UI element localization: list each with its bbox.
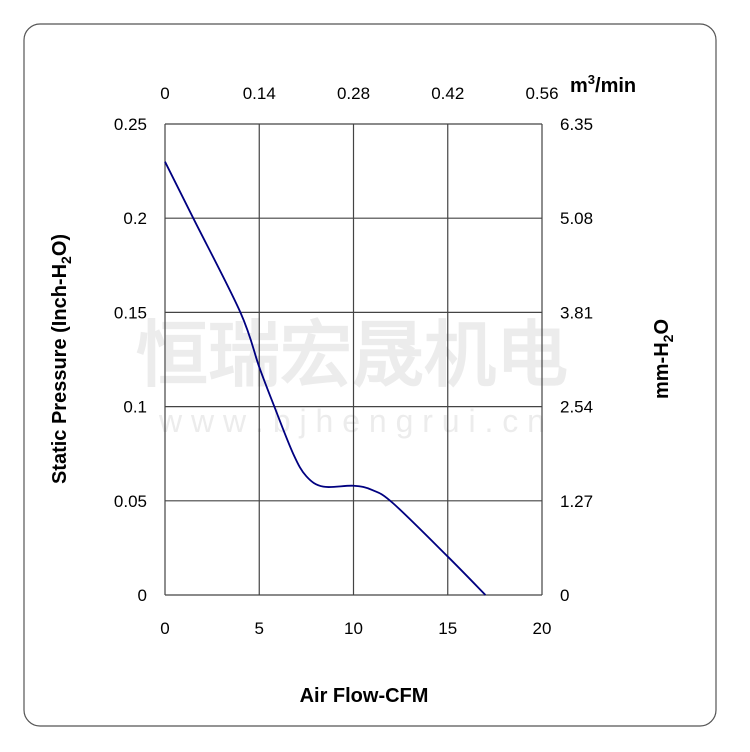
y-right-tick-label: 0 <box>560 586 569 605</box>
watermark-url: w w w . b j h e n g r u i . c n <box>158 403 545 439</box>
card-border <box>23 23 717 727</box>
x-tick-label: 10 <box>344 619 363 638</box>
x-tick-label: 15 <box>438 619 457 638</box>
y-right-tick-label: 1.27 <box>560 492 593 511</box>
x-tick-label: 20 <box>533 619 552 638</box>
series-line <box>164 161 487 596</box>
x-axis-label: Air Flow-CFM <box>300 685 429 707</box>
watermark-text: 恒瑞宏晟机电 <box>136 316 568 396</box>
x-top-axis-label: m3/min <box>570 72 636 97</box>
y-tick-label: 0.05 <box>114 492 147 511</box>
x-top-tick-label: 0.28 <box>337 84 370 103</box>
x-top-tick-label: 0.56 <box>525 84 558 103</box>
y-right-axis-label: mm-H2O <box>651 319 676 399</box>
y-right-tick-label: 3.81 <box>560 303 593 322</box>
x-top-tick-label: 0 <box>160 84 169 103</box>
y-tick-label: 0.2 <box>123 209 147 228</box>
y-right-tick-label: 6.35 <box>560 115 593 134</box>
y-tick-label: 0.1 <box>123 398 147 417</box>
x-top-tick-label: 0.14 <box>243 84 276 103</box>
y-tick-label: 0.25 <box>114 115 147 134</box>
watermark: 恒瑞宏晟机电 w w w . b j h e n g r u i . c n <box>136 316 568 439</box>
y-tick-label: 0 <box>138 586 147 605</box>
x-tick-label: 0 <box>160 619 169 638</box>
y-axis-label: Static Pressure (Inch-H2O) <box>49 234 74 484</box>
y-tick-label: 0.15 <box>114 303 147 322</box>
y-right-tick-label: 5.08 <box>560 209 593 228</box>
x-tick-label: 5 <box>255 619 264 638</box>
x-top-tick-label: 0.42 <box>431 84 464 103</box>
y-right-tick-label: 2.54 <box>560 398 593 417</box>
